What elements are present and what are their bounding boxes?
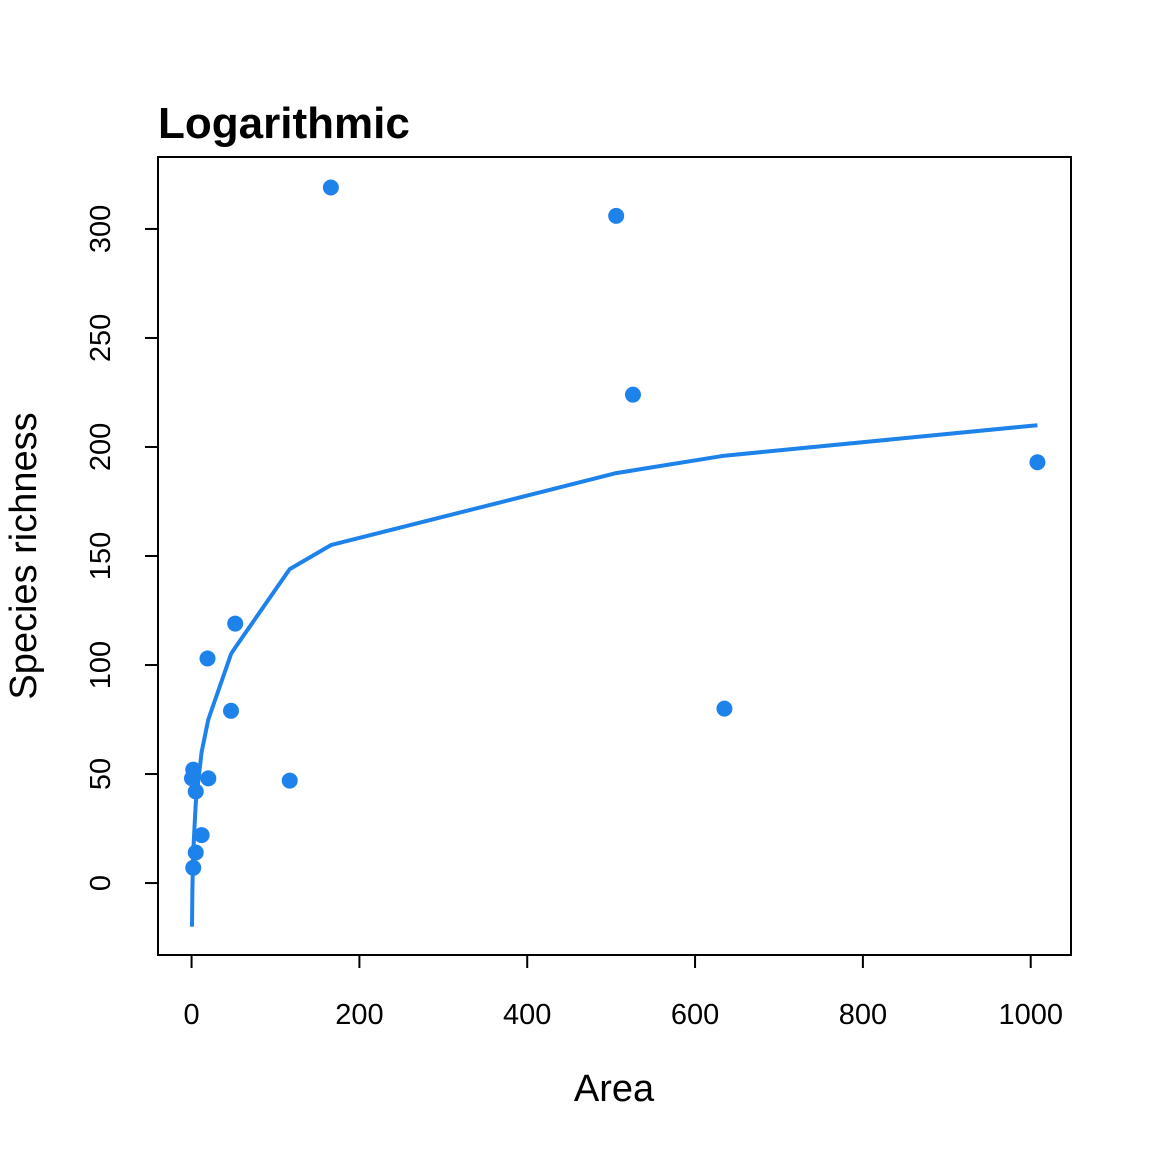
y-tick-label: 150: [85, 532, 117, 580]
y-tick-label: 0: [85, 875, 117, 891]
data-point: [187, 783, 204, 800]
data-point: [200, 770, 217, 787]
x-tick-label: 200: [335, 999, 383, 1031]
data-point: [716, 700, 733, 717]
fit-line-group: [190, 423, 1038, 927]
data-point: [1029, 454, 1046, 471]
data-point: [185, 761, 202, 778]
y-axis-title: Species richness: [3, 412, 45, 699]
data-point: [227, 615, 244, 632]
data-points-group: [183, 179, 1046, 876]
x-tick-label: 1000: [998, 999, 1063, 1031]
data-point: [281, 772, 298, 789]
x-tick-label: 0: [183, 999, 199, 1031]
y-tick-label: 200: [85, 423, 117, 471]
x-axis: 0 200 400 600 800 1000: [183, 954, 1063, 1031]
x-axis-title: Area: [574, 1068, 655, 1110]
x-tick-label: 800: [839, 999, 887, 1031]
data-point: [624, 386, 641, 403]
data-point: [608, 207, 625, 224]
y-tick-label: 100: [85, 641, 117, 689]
y-axis: 0 50 100 150 200 250 300: [85, 205, 159, 891]
plot-frame: [157, 156, 1072, 956]
data-point: [187, 844, 204, 861]
y-tick-label: 250: [85, 314, 117, 362]
data-point: [193, 827, 210, 844]
x-tick-label: 600: [671, 999, 719, 1031]
y-tick-label: 50: [85, 758, 117, 790]
chart-title: Logarithmic: [158, 99, 410, 148]
data-point: [223, 702, 240, 719]
x-tick-label: 400: [503, 999, 551, 1031]
y-tick-label: 300: [85, 205, 117, 253]
data-point: [185, 859, 202, 876]
data-point: [199, 650, 216, 667]
fit-line: [190, 423, 1038, 927]
data-point: [322, 179, 339, 196]
